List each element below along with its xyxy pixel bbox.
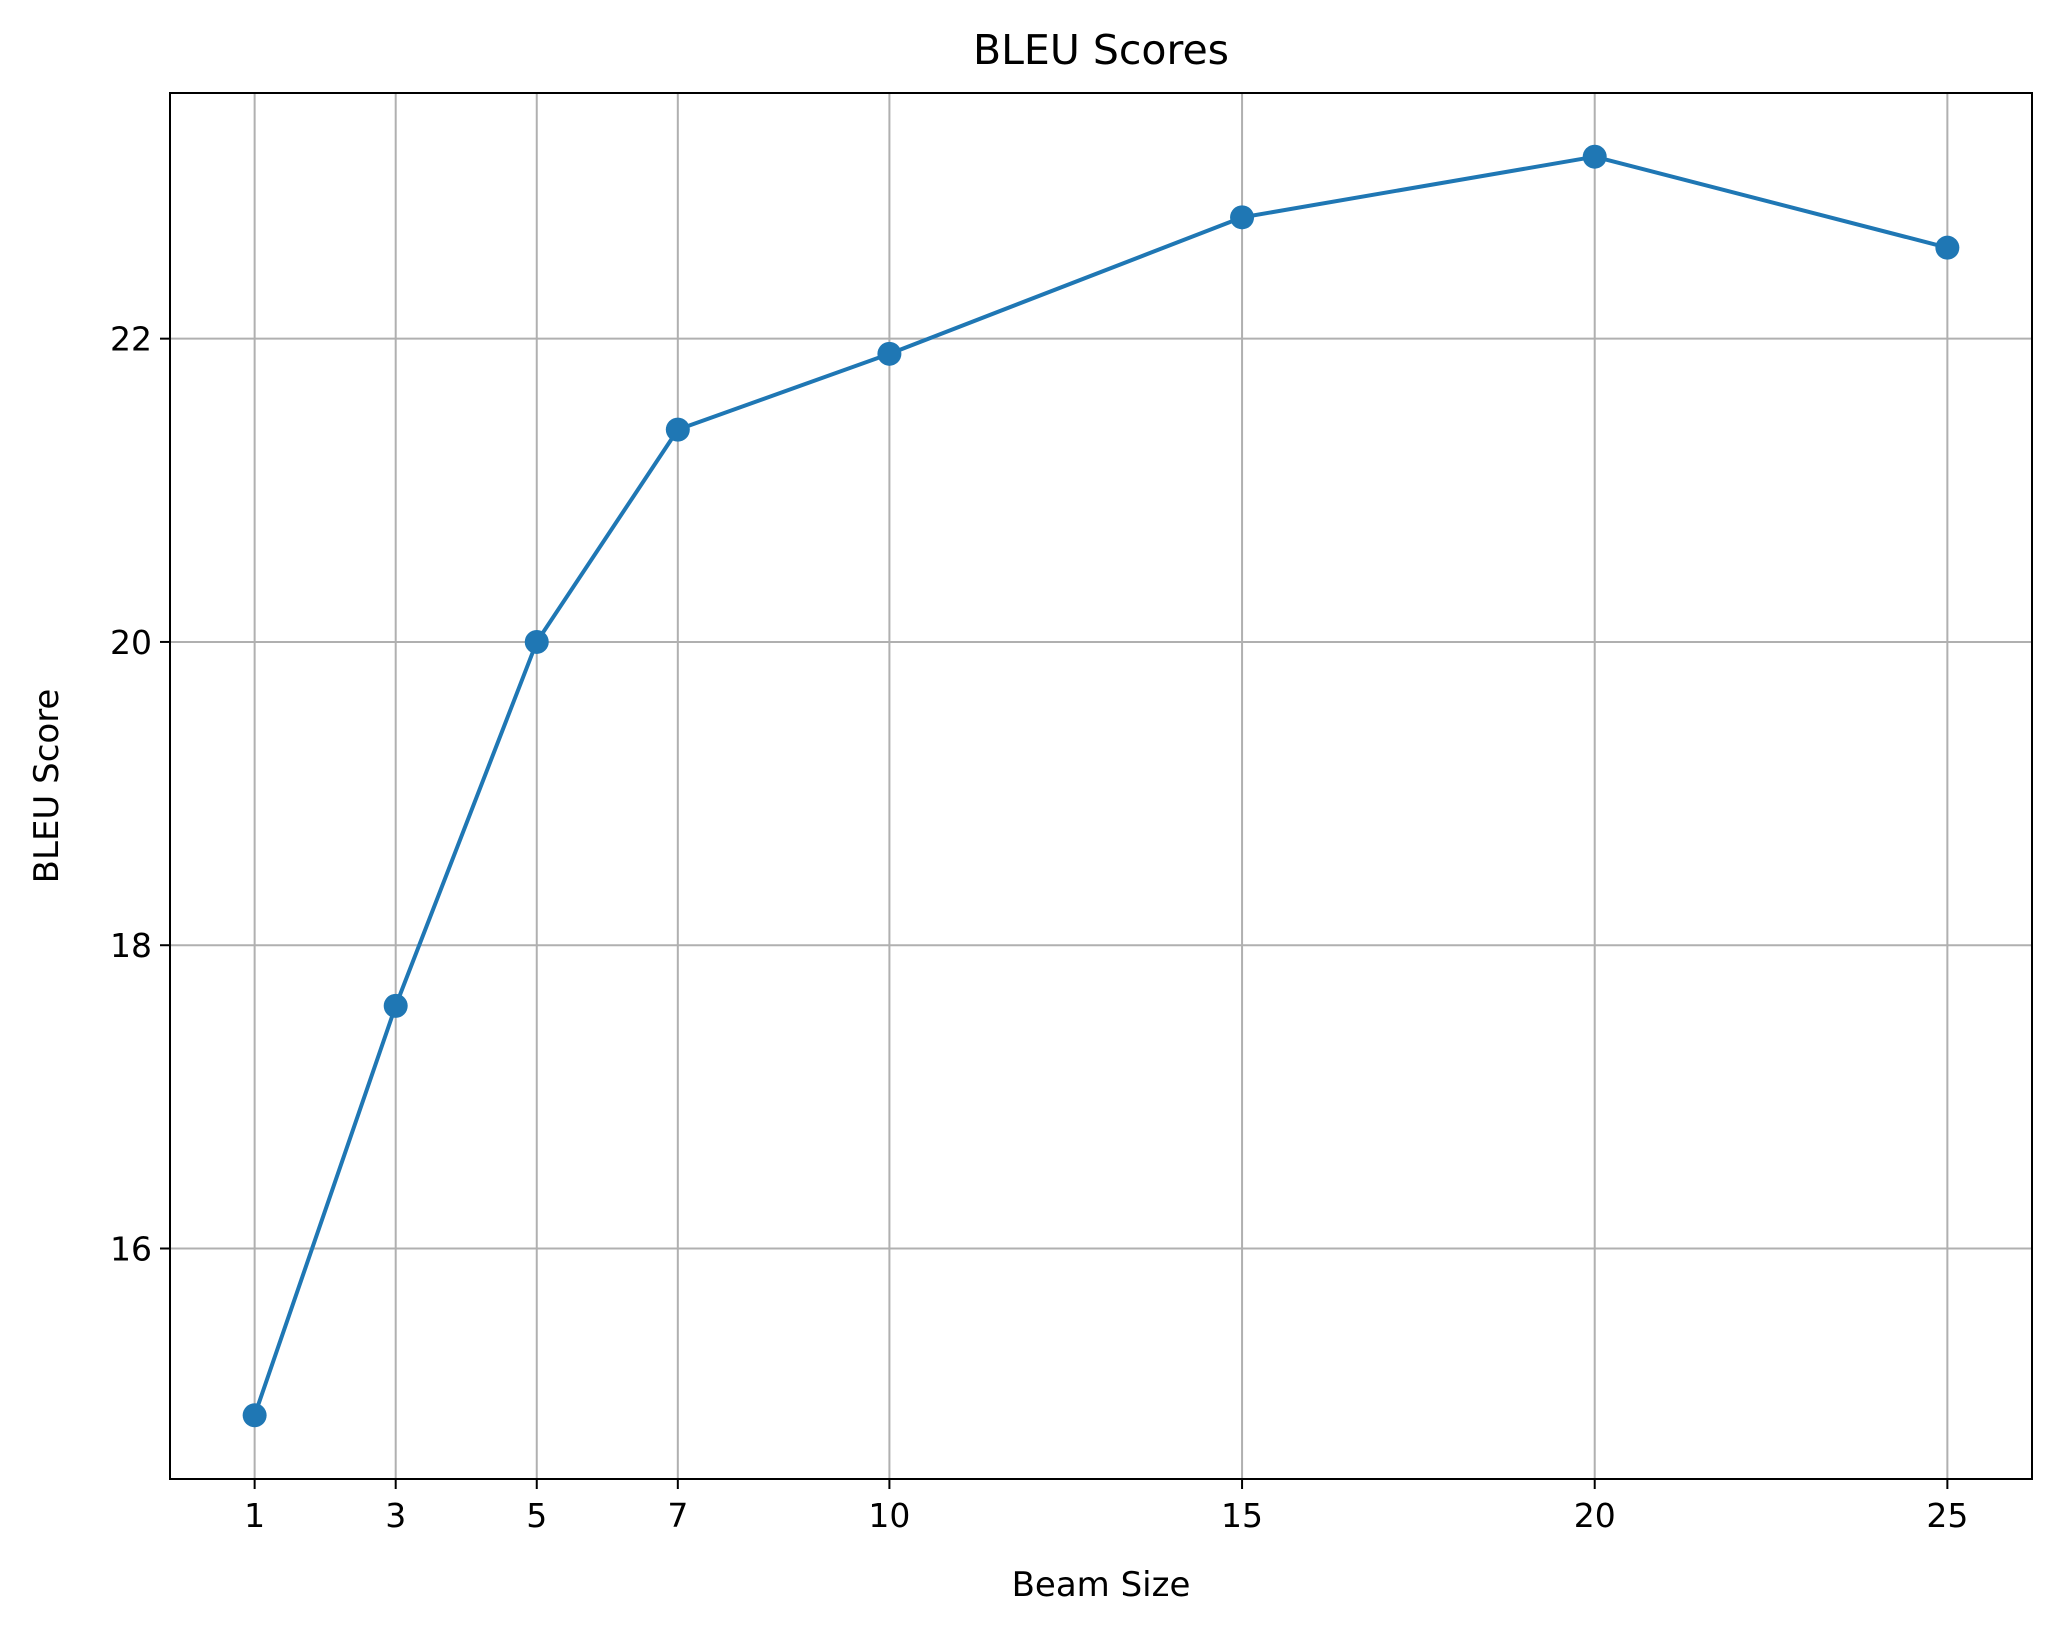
data-point [665, 417, 690, 442]
data-point [524, 629, 549, 654]
chart-title: BLEU Scores [973, 26, 1229, 74]
x-tick-label: 20 [1574, 1496, 1616, 1535]
x-axis-ticks: 1 3 5 7 10 15 20 25 [244, 1479, 1968, 1535]
series-line-layer [252, 154, 1948, 1416]
data-point [242, 1403, 267, 1428]
x-tick-label: 1 [244, 1496, 265, 1535]
x-tick-label: 3 [385, 1496, 406, 1535]
x-tick-label: 5 [526, 1496, 547, 1535]
y-axis-label: BLEU Score [27, 689, 67, 884]
x-tick-label: 10 [868, 1496, 910, 1535]
y-axis-ticks: 16 18 20 22 [110, 320, 170, 1269]
y-tick-label: 16 [110, 1230, 152, 1269]
data-point [383, 993, 408, 1018]
data-point [1935, 235, 1960, 260]
y-tick-label: 18 [110, 926, 152, 965]
y-tick-label: 20 [110, 623, 152, 662]
series-line [252, 154, 1948, 1416]
data-point [1582, 144, 1607, 169]
y-tick-label: 22 [110, 320, 152, 359]
x-tick-label: 7 [667, 1496, 688, 1535]
data-point [877, 341, 902, 366]
plot-frame [169, 92, 2033, 1480]
x-tick-label: 15 [1221, 1496, 1263, 1535]
data-point [1230, 205, 1255, 230]
x-axis-label: Beam Size [1012, 1565, 1191, 1605]
grid-lines [170, 93, 2032, 1479]
x-tick-label: 25 [1926, 1496, 1968, 1535]
data-points [242, 144, 1960, 1428]
